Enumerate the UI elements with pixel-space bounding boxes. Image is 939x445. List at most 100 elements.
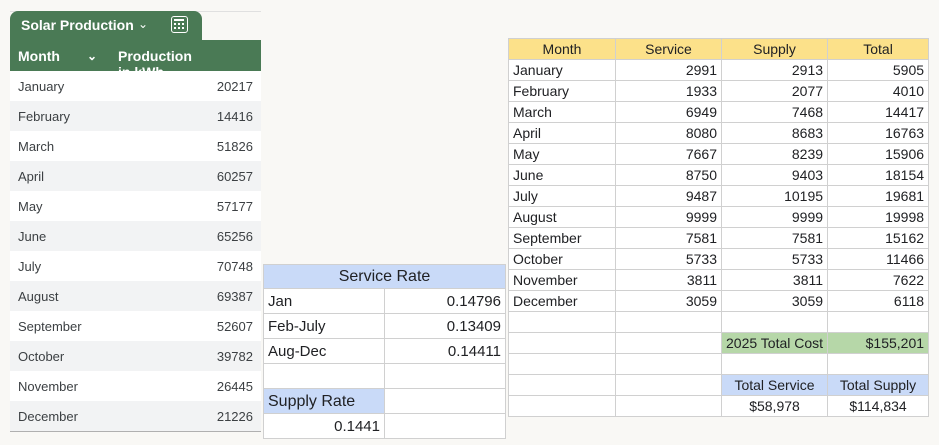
total-service-value[interactable]: $58,978 xyxy=(720,395,829,417)
cell-service[interactable]: 8750 xyxy=(615,164,722,186)
cell-month[interactable]: June xyxy=(508,164,616,186)
empty-cell[interactable] xyxy=(827,353,930,375)
cell-supply[interactable]: 2913 xyxy=(720,59,829,81)
cell-service[interactable]: 5733 xyxy=(615,248,722,270)
total-cost-label[interactable]: 2025 Total Cost xyxy=(720,332,829,354)
cell-service[interactable]: 9999 xyxy=(615,206,722,228)
cell-service[interactable]: 7581 xyxy=(615,227,722,249)
table-row[interactable]: December 21226 xyxy=(10,401,261,431)
cell-supply[interactable]: 8683 xyxy=(720,122,829,144)
empty-cell[interactable] xyxy=(384,363,506,389)
total-supply-value[interactable]: $114,834 xyxy=(827,395,930,417)
cell-month[interactable]: April xyxy=(508,122,616,144)
column-header-service[interactable]: Service xyxy=(615,38,722,60)
cell-service[interactable]: 9487 xyxy=(615,185,722,207)
empty-cell[interactable] xyxy=(615,353,722,375)
empty-cell[interactable] xyxy=(615,332,722,354)
column-header-total[interactable]: Total xyxy=(827,38,930,60)
column-header-month[interactable]: Month xyxy=(508,38,616,60)
table-row[interactable]: May 57177 xyxy=(10,191,261,221)
empty-cell[interactable] xyxy=(263,363,385,389)
cell-supply[interactable]: 7468 xyxy=(720,101,829,123)
cell-service[interactable]: 2991 xyxy=(615,59,722,81)
chevron-down-icon[interactable]: ⌄ xyxy=(138,17,149,31)
cell-total[interactable]: 18154 xyxy=(827,164,930,186)
cell-total[interactable]: 19681 xyxy=(827,185,930,207)
empty-cell[interactable] xyxy=(384,388,506,414)
chevron-down-icon[interactable]: ⌄ xyxy=(87,49,98,63)
table-row[interactable]: March 51826 xyxy=(10,131,261,161)
service-rate-value-aug-dec[interactable]: 0.14411 xyxy=(384,338,506,364)
service-rate-title[interactable]: Service Rate xyxy=(263,264,506,289)
cell-supply[interactable]: 10195 xyxy=(720,185,829,207)
empty-cell[interactable] xyxy=(615,311,722,333)
table-row[interactable]: July 70748 xyxy=(10,251,261,281)
cell-service[interactable]: 7667 xyxy=(615,143,722,165)
table-row[interactable]: August 69387 xyxy=(10,281,261,311)
cell-month[interactable]: January xyxy=(508,59,616,81)
service-rate-value-jan[interactable]: 0.14796 xyxy=(384,288,506,314)
total-cost-value[interactable]: $155,201 xyxy=(827,332,930,354)
empty-cell[interactable] xyxy=(508,374,616,396)
empty-cell[interactable] xyxy=(615,395,722,417)
empty-cell[interactable] xyxy=(615,374,722,396)
cell-total[interactable]: 4010 xyxy=(827,80,930,102)
supply-rate-value[interactable]: 0.1441 xyxy=(263,413,385,439)
cell-month[interactable]: November xyxy=(508,269,616,291)
cell-supply[interactable]: 2077 xyxy=(720,80,829,102)
empty-cell[interactable] xyxy=(720,353,829,375)
table-row[interactable]: June 65256 xyxy=(10,221,261,251)
cell-supply[interactable]: 7581 xyxy=(720,227,829,249)
cell-supply[interactable]: 5733 xyxy=(720,248,829,270)
cell-supply[interactable]: 3059 xyxy=(720,290,829,312)
service-rate-label-aug-dec[interactable]: Aug-Dec xyxy=(263,338,385,364)
table-row[interactable]: November 26445 xyxy=(10,371,261,401)
cell-service[interactable]: 1933 xyxy=(615,80,722,102)
total-service-label[interactable]: Total Service xyxy=(720,374,829,396)
total-supply-label[interactable]: Total Supply xyxy=(827,374,930,396)
service-rate-value-feb-july[interactable]: 0.13409 xyxy=(384,313,506,339)
cell-month[interactable]: December xyxy=(508,290,616,312)
cell-month[interactable]: October xyxy=(508,248,616,270)
cell-supply[interactable]: 9999 xyxy=(720,206,829,228)
cell-service[interactable]: 3811 xyxy=(615,269,722,291)
empty-cell[interactable] xyxy=(384,413,506,439)
cell-total[interactable]: 15906 xyxy=(827,143,930,165)
cell-total[interactable]: 7622 xyxy=(827,269,930,291)
cell-month[interactable]: February xyxy=(508,80,616,102)
calculator-icon[interactable] xyxy=(171,16,188,33)
cell-service[interactable]: 8080 xyxy=(615,122,722,144)
cell-service[interactable]: 6949 xyxy=(615,101,722,123)
empty-cell[interactable] xyxy=(720,311,829,333)
cell-month[interactable]: August xyxy=(508,206,616,228)
cell-total[interactable]: 5905 xyxy=(827,59,930,81)
empty-cell[interactable] xyxy=(827,311,930,333)
table-row[interactable]: February 14416 xyxy=(10,101,261,131)
cell-supply[interactable]: 8239 xyxy=(720,143,829,165)
service-rate-label-feb-july[interactable]: Feb-July xyxy=(263,313,385,339)
cell-month[interactable]: July xyxy=(508,185,616,207)
empty-cell[interactable] xyxy=(508,311,616,333)
cell-total[interactable]: 11466 xyxy=(827,248,930,270)
cell-month[interactable]: May xyxy=(508,143,616,165)
empty-cell[interactable] xyxy=(508,395,616,417)
table-row[interactable]: October 39782 xyxy=(10,341,261,371)
supply-rate-title[interactable]: Supply Rate xyxy=(263,388,385,414)
table-name-chip[interactable]: Solar Production ⌄ xyxy=(10,11,202,40)
column-header-supply[interactable]: Supply xyxy=(720,38,829,60)
cell-total[interactable]: 16763 xyxy=(827,122,930,144)
cell-total[interactable]: 19998 xyxy=(827,206,930,228)
cell-month[interactable]: September xyxy=(508,227,616,249)
empty-cell[interactable] xyxy=(508,353,616,375)
column-header-month[interactable]: Month xyxy=(18,48,60,64)
cell-supply[interactable]: 9403 xyxy=(720,164,829,186)
empty-cell[interactable] xyxy=(508,332,616,354)
table-row[interactable]: September 52607 xyxy=(10,311,261,341)
cell-supply[interactable]: 3811 xyxy=(720,269,829,291)
cell-total[interactable]: 15162 xyxy=(827,227,930,249)
table-row[interactable]: January 20217 xyxy=(10,71,261,101)
cell-service[interactable]: 3059 xyxy=(615,290,722,312)
cell-total[interactable]: 6118 xyxy=(827,290,930,312)
cell-month[interactable]: March xyxy=(508,101,616,123)
service-rate-label-jan[interactable]: Jan xyxy=(263,288,385,314)
